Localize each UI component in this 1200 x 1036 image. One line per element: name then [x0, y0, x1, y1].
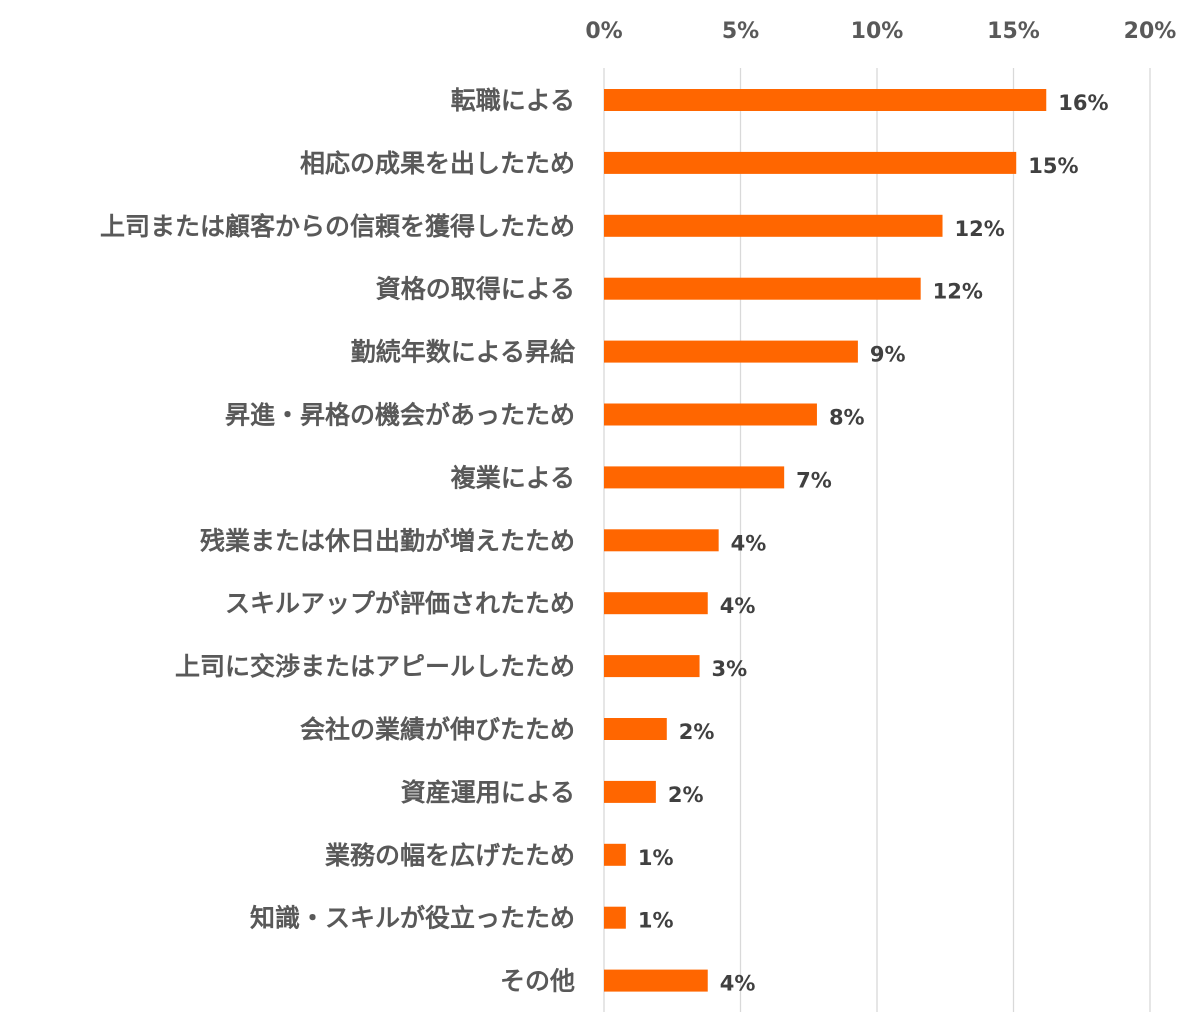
x-tick-label: 5%	[722, 19, 759, 44]
bar	[604, 780, 656, 803]
category-label: 相応の成果を出したため	[300, 149, 575, 178]
data-label: 12%	[955, 217, 1005, 241]
bar	[604, 340, 858, 363]
data-label: 2%	[679, 720, 715, 744]
data-labels: 16% 15% 12% 12% 9% 8% 7% 4% 4% 3% 2% 2% 1% 1% 4%	[638, 91, 1109, 996]
category-label: 上司または顧客からの信頼を獲得したため	[100, 212, 575, 241]
category-label: 複業による	[451, 463, 575, 492]
data-label: 4%	[720, 594, 756, 618]
data-label: 2%	[668, 783, 704, 807]
category-label: スキルアップが評価されたため	[225, 589, 575, 618]
category-label: 資格の取得による	[376, 275, 575, 304]
data-label: 4%	[731, 531, 767, 555]
category-label: 残業または休日出勤が増えたため	[200, 526, 575, 555]
category-label: 資産運用による	[401, 778, 575, 807]
bar	[604, 718, 667, 740]
bar	[604, 89, 1047, 111]
data-label: 1%	[638, 909, 674, 933]
data-label: 15%	[1028, 154, 1078, 178]
data-label: 8%	[829, 406, 865, 430]
bar	[604, 843, 626, 866]
category-label: 昇進・昇格の機会があったため	[225, 401, 575, 430]
x-tick-label: 20%	[1124, 19, 1177, 44]
data-label: 16%	[1058, 91, 1108, 115]
bar	[604, 906, 626, 929]
bar	[604, 969, 708, 992]
data-label: 1%	[638, 846, 674, 870]
data-label: 3%	[712, 657, 748, 681]
category-label: 上司に交渉またはアピールしたため	[175, 652, 575, 681]
bar	[604, 466, 785, 489]
category-label: その他	[500, 967, 575, 996]
x-tick-label: 15%	[987, 19, 1040, 44]
bar	[604, 403, 817, 426]
bars	[604, 89, 1047, 992]
bar	[604, 151, 1017, 174]
data-label: 7%	[796, 468, 832, 492]
category-label: 転職による	[451, 86, 575, 115]
category-label: 業務の幅を広げたため	[325, 841, 575, 870]
data-label: 9%	[870, 343, 906, 367]
bar	[604, 277, 921, 300]
category-label: 会社の業績が伸びたため	[300, 715, 575, 744]
bar	[604, 592, 708, 615]
data-label: 4%	[720, 972, 756, 996]
category-label: 勤続年数による昇給	[351, 338, 576, 367]
x-axis-tick-labels: 0% 5% 10% 15% 20%	[585, 19, 1176, 44]
bar	[604, 655, 700, 678]
data-label: 12%	[933, 280, 983, 304]
x-tick-label: 10%	[851, 19, 904, 44]
category-labels: 転職による相応の成果を出したため上司または顧客からの信頼を獲得したため資格の取得…	[100, 86, 576, 996]
category-label: 知識・スキルが役立ったため	[250, 904, 575, 933]
bar	[604, 214, 943, 237]
bar	[604, 529, 719, 552]
x-tick-label: 0%	[585, 19, 622, 44]
